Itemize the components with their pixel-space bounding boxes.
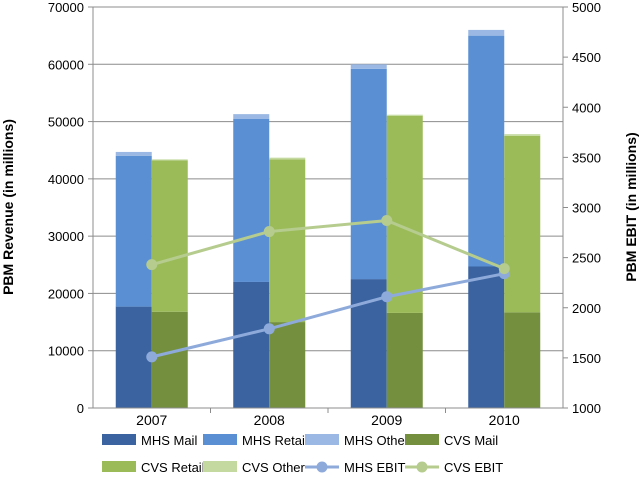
ebit-point [498, 263, 510, 275]
x-tick-label: 2008 [254, 412, 285, 428]
y-tick-label: 60000 [48, 57, 84, 72]
ebit-point [263, 323, 275, 335]
legend-swatch [102, 461, 136, 472]
legend-label: CVS Retail [141, 460, 205, 474]
bar-segment [269, 157, 306, 160]
legend-label: MHS EBIT [344, 460, 405, 474]
bar-segment [151, 160, 188, 312]
y-tick-label: 20000 [48, 286, 84, 301]
bar-segment [504, 135, 541, 313]
bar-segment [504, 134, 541, 136]
bar-segment [233, 114, 270, 119]
legend-marker [416, 461, 428, 473]
y-tick-label: 10000 [48, 344, 84, 359]
y2-tick-label: 3000 [572, 201, 601, 216]
bar-segment [269, 159, 306, 323]
ebit-line [151, 272, 505, 359]
ebit-line [151, 219, 505, 271]
legend-label: CVS Mail [444, 433, 498, 448]
y2-tick-label: 4500 [572, 50, 601, 65]
legend-swatch [203, 461, 237, 472]
y2-tick-label: 1500 [572, 351, 601, 366]
y-tick-label: 40000 [48, 172, 84, 187]
bar-segment [386, 115, 423, 313]
ebit-point [381, 215, 393, 227]
x-tick-label: 2009 [371, 412, 402, 428]
legend-swatch [203, 434, 237, 445]
ebit-point [381, 291, 393, 303]
legend-label: MHS Retail [242, 433, 308, 448]
bar-segment [350, 68, 387, 280]
y2-tick-label: 5000 [572, 0, 601, 15]
y-tick-label: 50000 [48, 115, 84, 130]
ebit-point [263, 226, 275, 238]
bar-segment [151, 311, 188, 408]
y2-tick-label: 4000 [572, 100, 601, 115]
legend-swatch [405, 434, 439, 445]
x-tick-label: 2010 [489, 412, 520, 428]
y-tick-label: 70000 [48, 0, 84, 15]
legend-swatch [305, 434, 339, 445]
bar-segment [386, 312, 423, 408]
axes: 0 10000 20000 30000 40000 50000 60000 70000 1000… [48, 0, 601, 428]
bar-segment [269, 322, 306, 408]
legend: MHS Mail MHS Retail MHS Other CVS Mail CVS R… [102, 433, 503, 475]
y2-tick-label: 1000 [572, 401, 601, 416]
bar-segment [233, 281, 270, 408]
legend-label: CVS Other [242, 460, 306, 474]
ebit-point [146, 259, 158, 271]
bar-segment [468, 29, 505, 36]
bar-segment [504, 312, 541, 408]
bar-segment [468, 35, 505, 267]
bar-segment [115, 155, 152, 307]
bar-segment [350, 64, 387, 69]
y2-tick-label: 3500 [572, 150, 601, 165]
bar-segment [115, 151, 152, 156]
y-axis-title: PBM Revenue (in millions) [0, 119, 16, 295]
y2-axis-title: PBM EBIT (in millions) [623, 132, 639, 281]
y2-tick-label: 2500 [572, 251, 601, 266]
bar-segment [386, 114, 423, 116]
legend-label: CVS EBIT [444, 460, 503, 474]
bar-segment [233, 118, 270, 282]
legend-marker [316, 461, 328, 473]
legend-label: MHS Mail [141, 433, 197, 448]
bar-segment [115, 306, 152, 408]
y2-tick-label: 2000 [572, 301, 601, 316]
ebit-point [146, 351, 158, 363]
ebit-lines [146, 215, 510, 363]
bar-segment [151, 159, 188, 161]
x-tick-label: 2007 [136, 412, 167, 428]
y-tick-label: 30000 [48, 229, 84, 244]
legend-swatch [102, 434, 136, 445]
y-tick-label: 0 [77, 401, 84, 416]
legend-label: MHS Other [344, 433, 410, 448]
bar-segment [468, 266, 505, 408]
bars [115, 29, 541, 408]
